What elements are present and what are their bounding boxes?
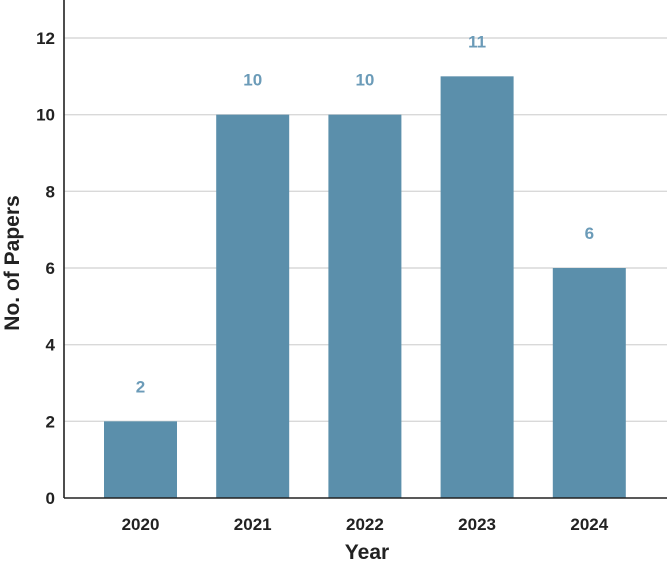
x-tick-label: 2020 [122, 515, 160, 534]
x-axis-title: Year [345, 541, 389, 563]
bar-2023 [440, 76, 514, 498]
y-tick-label: 12 [36, 29, 55, 48]
bar-2022 [328, 114, 402, 499]
y-tick-labels: 0 2 4 6 8 10 12 [36, 29, 55, 508]
y-tick-label: 0 [46, 489, 55, 508]
data-label-2021: 10 [243, 71, 262, 90]
x-tick-label: 2021 [234, 515, 272, 534]
bars [104, 76, 626, 499]
y-tick-label: 2 [46, 412, 55, 431]
data-label-2020: 2 [136, 377, 145, 396]
data-label-2022: 10 [355, 71, 374, 90]
y-tick-label: 8 [46, 182, 55, 201]
data-label-2024: 6 [585, 224, 594, 243]
y-tick-label: 10 [36, 106, 55, 125]
data-labels: 2 10 10 11 6 [136, 32, 594, 396]
bar-2024 [552, 268, 626, 498]
bar-2020 [104, 421, 177, 498]
y-tick-label: 4 [46, 336, 56, 355]
x-tick-labels: 2020 2021 2022 2023 2024 [122, 515, 609, 534]
x-tick-label: 2023 [458, 515, 496, 534]
axes [63, 0, 667, 499]
bar-2021 [216, 114, 290, 499]
x-tick-label: 2022 [346, 515, 384, 534]
x-tick-label: 2024 [570, 515, 608, 534]
data-label-2023: 11 [468, 32, 486, 51]
y-tick-label: 6 [46, 259, 55, 278]
y-axis-title: No. of Papers [1, 195, 24, 330]
